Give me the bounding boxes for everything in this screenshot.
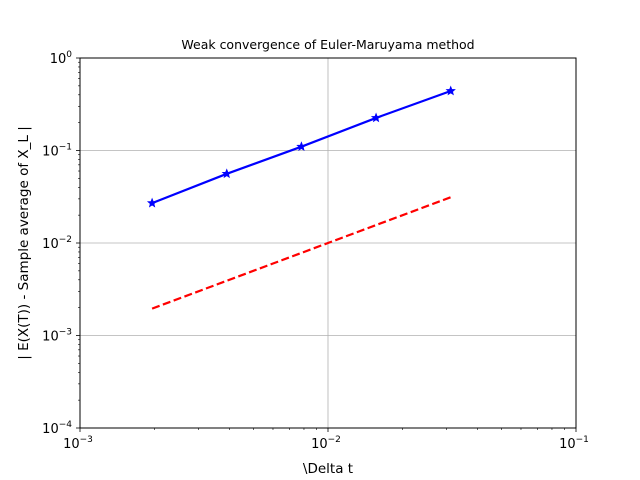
y-tick-label-base: 10 [42, 237, 59, 252]
x-axis-label: \Delta t [303, 461, 353, 477]
y-tick-label: 10−2 [42, 235, 72, 252]
x-tick-label: 10−1 [559, 435, 589, 452]
x-tick-label-base: 10 [311, 437, 328, 452]
series-1-point [445, 85, 456, 96]
x-tick-label-base: 10 [559, 437, 576, 452]
y-tick-label-base: 10 [42, 330, 59, 345]
y-tick-label-exponent: −1 [59, 143, 72, 153]
x-tick-label: 10−3 [63, 435, 93, 452]
y-tick-label-base: 10 [42, 422, 59, 437]
x-tick-label-exponent: −2 [328, 435, 341, 445]
y-axis-label: | E(X(T)) - Sample average of X_L | [16, 126, 32, 360]
x-tick-label: 10−2 [311, 435, 341, 452]
y-tick-label: 10−3 [42, 328, 72, 345]
y-tick-label-exponent: −2 [59, 235, 72, 245]
x-tick-label-exponent: −3 [80, 435, 93, 445]
series-1-point [221, 168, 232, 179]
series-1-point [146, 197, 158, 208]
y-tick-label: 100 [50, 50, 73, 67]
y-tick-label-exponent: 0 [66, 50, 72, 60]
y-tick-label-exponent: −4 [59, 420, 73, 430]
series-1-point [370, 112, 382, 123]
plot-area-series [146, 85, 456, 310]
x-tick-label-exponent: −1 [576, 435, 589, 445]
y-tick-label-base: 10 [42, 145, 59, 160]
series-2-line [151, 196, 452, 310]
chart-title: Weak convergence of Euler-Maruyama metho… [181, 37, 474, 52]
y-tick-label-exponent: −3 [59, 328, 72, 338]
series-1-point [296, 141, 307, 152]
y-tick-label: 10−4 [42, 420, 72, 437]
y-tick-label: 10−1 [42, 143, 72, 160]
x-tick-label-base: 10 [63, 437, 80, 452]
y-tick-label-base: 10 [50, 52, 67, 67]
